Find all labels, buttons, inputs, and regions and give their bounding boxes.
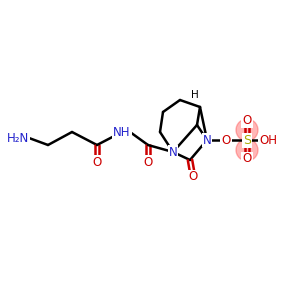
Text: O: O	[221, 134, 231, 146]
Text: O: O	[143, 155, 153, 169]
Text: S: S	[243, 134, 251, 146]
Circle shape	[236, 139, 258, 161]
Text: N: N	[169, 146, 177, 158]
Text: N: N	[202, 134, 211, 146]
Text: NH: NH	[113, 125, 131, 139]
Text: O: O	[188, 170, 198, 184]
Text: H: H	[191, 90, 199, 100]
Circle shape	[236, 119, 258, 141]
Text: O: O	[242, 115, 252, 128]
Text: O: O	[92, 155, 102, 169]
Text: O: O	[242, 152, 252, 166]
Text: H₂N: H₂N	[7, 131, 29, 145]
Text: OH: OH	[259, 134, 277, 146]
